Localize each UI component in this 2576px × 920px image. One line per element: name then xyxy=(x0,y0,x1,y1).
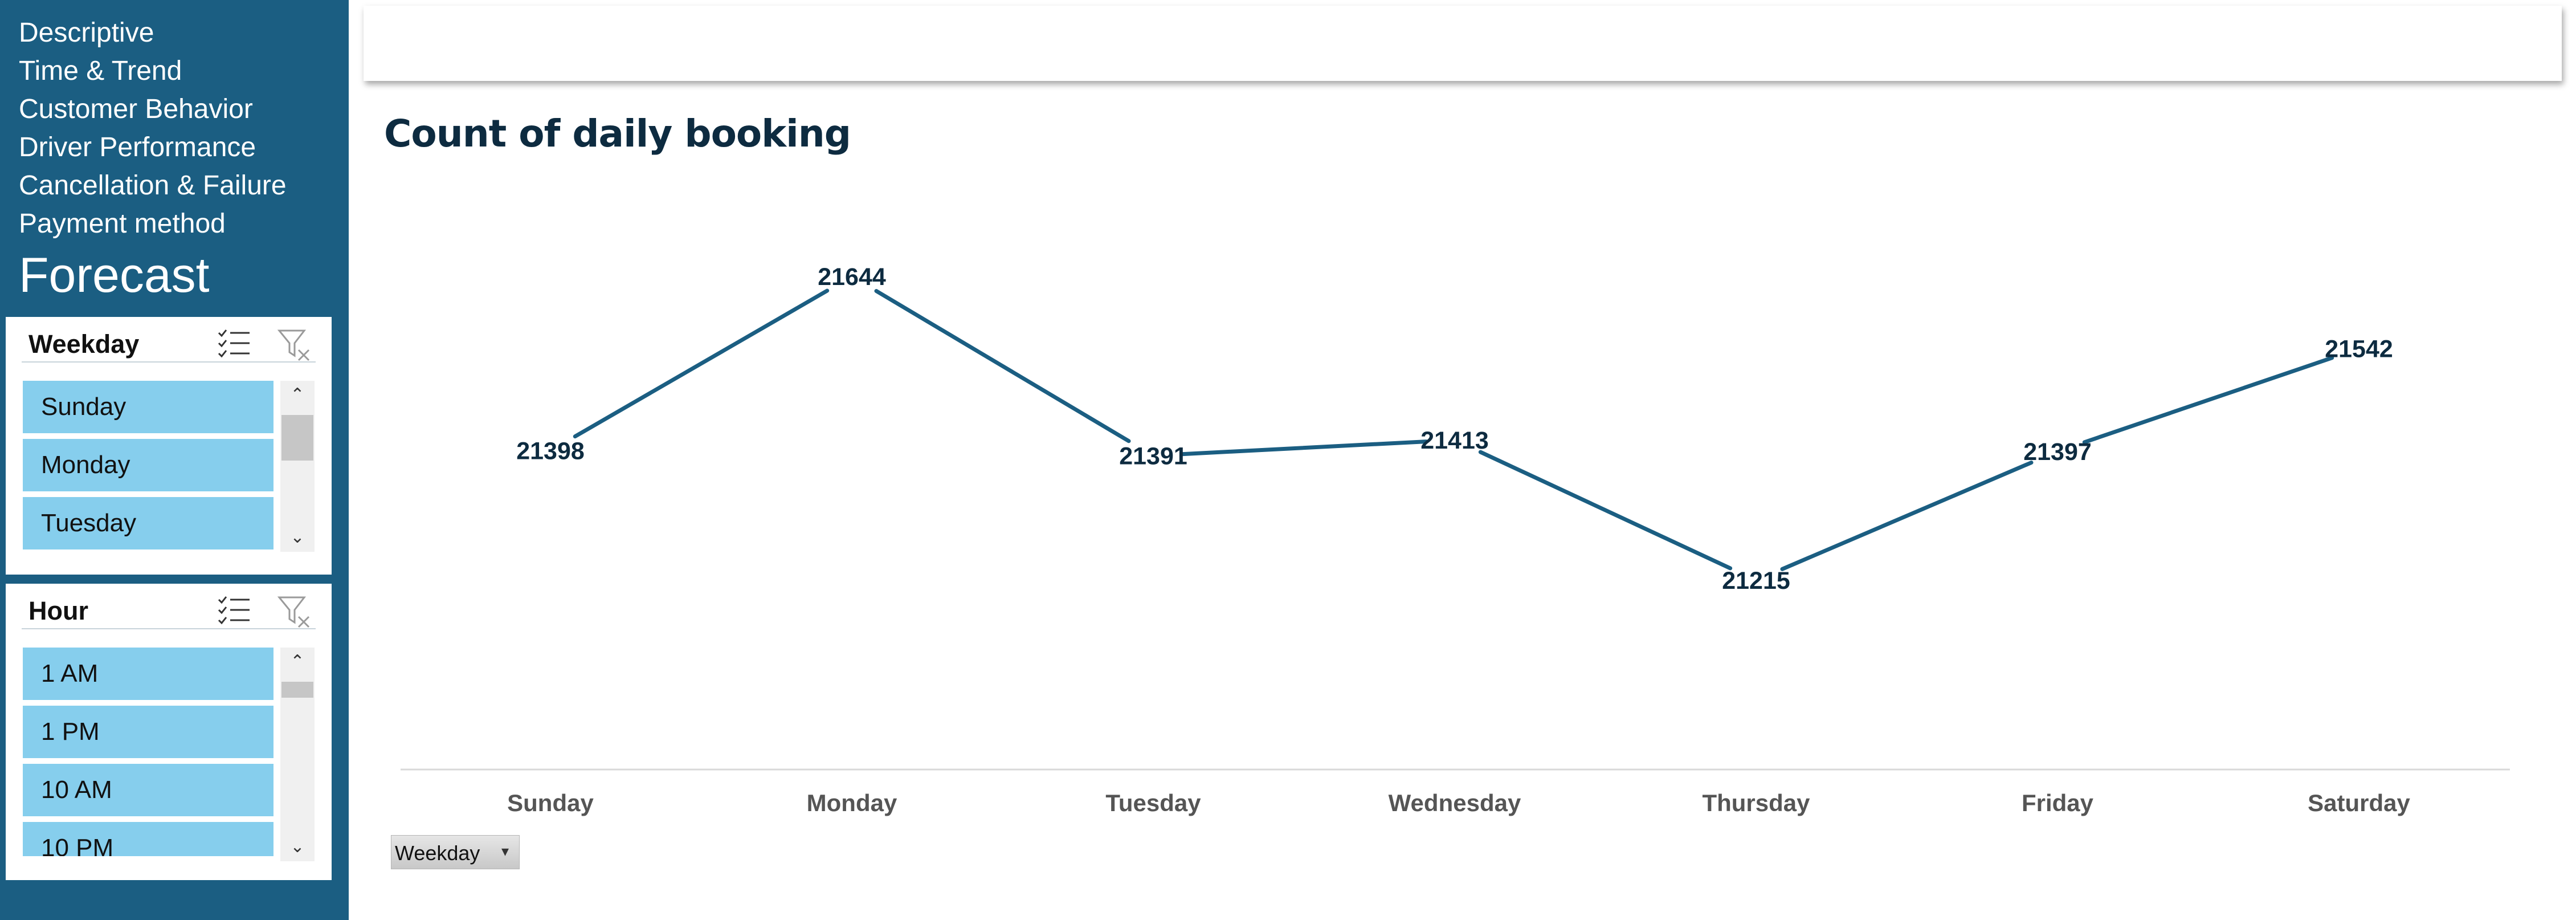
nav-forecast[interactable]: Forecast xyxy=(19,248,210,303)
series-line-segment xyxy=(1179,439,1428,457)
nav-payment-method[interactable]: Payment method xyxy=(19,209,226,239)
scroll-up-icon[interactable]: ⌃ xyxy=(290,652,305,671)
x-tick-label: Wednesday xyxy=(1389,789,1521,816)
sidebar: Descriptive Time & Trend Customer Behavi… xyxy=(0,0,349,920)
series-line-segment xyxy=(874,289,1131,443)
top-banner xyxy=(364,6,2562,81)
data-label: 21644 xyxy=(818,263,886,291)
x-tick-label: Thursday xyxy=(1702,789,1810,816)
nav-customer-behavior[interactable]: Customer Behavior xyxy=(19,94,253,124)
x-tick-label: Saturday xyxy=(2308,789,2410,816)
slicer-header: Weekday xyxy=(22,327,316,363)
slicer-item-10pm[interactable]: 10 PM xyxy=(23,822,273,856)
chart-title: Count of daily booking xyxy=(384,112,851,156)
multi-select-icon[interactable] xyxy=(217,594,252,626)
slicer-item-monday[interactable]: Monday xyxy=(23,439,273,491)
nav-descriptive[interactable]: Descriptive xyxy=(19,18,154,48)
scrollbar[interactable]: ⌃ ⌄ xyxy=(280,648,315,861)
slicer-items: Sunday Monday Tuesday xyxy=(23,381,273,555)
x-tick-label: Tuesday xyxy=(1105,789,1201,816)
data-label: 21413 xyxy=(1420,427,1489,454)
weekday-field-button[interactable]: Weekday ▾ xyxy=(391,835,520,869)
slicer-item-1am[interactable]: 1 AM xyxy=(23,648,273,700)
scroll-down-icon[interactable]: ⌄ xyxy=(290,528,305,547)
slicer-item-tuesday[interactable]: Tuesday xyxy=(23,497,273,549)
slicer-title: Hour xyxy=(28,596,88,625)
data-label: 21542 xyxy=(2325,336,2393,363)
data-label: 21398 xyxy=(516,438,585,465)
scrollbar[interactable]: ⌃ ⌄ xyxy=(280,381,315,552)
x-tick-label: Monday xyxy=(807,789,897,816)
scroll-up-icon[interactable]: ⌃ xyxy=(290,385,305,404)
nav-cancellation-failure[interactable]: Cancellation & Failure xyxy=(19,170,287,201)
data-label: 21397 xyxy=(2023,438,2092,466)
multi-select-icon[interactable] xyxy=(217,327,252,359)
slicer-item-sunday[interactable]: Sunday xyxy=(23,381,273,433)
slicer-items: 1 AM 1 PM 10 AM 10 PM xyxy=(23,648,273,856)
x-tick-label: Sunday xyxy=(507,789,594,816)
clear-filter-icon[interactable] xyxy=(277,594,312,628)
data-label: 21215 xyxy=(1722,567,1790,595)
hour-slicer: Hour 1 AM 1 PM xyxy=(6,584,332,880)
weekday-slicer: Weekday Sunday xyxy=(6,317,332,575)
nav-driver-performance[interactable]: Driver Performance xyxy=(19,132,256,162)
scroll-down-icon[interactable]: ⌄ xyxy=(290,837,305,856)
weekday-field-label: Weekday xyxy=(395,841,480,865)
slicer-title: Weekday xyxy=(28,329,140,359)
dropdown-arrow-icon: ▾ xyxy=(501,842,509,860)
slicer-item-10am[interactable]: 10 AM xyxy=(23,764,273,816)
clear-filter-icon[interactable] xyxy=(277,327,312,361)
slicer-header: Hour xyxy=(22,594,316,629)
scroll-thumb[interactable] xyxy=(281,682,313,698)
data-label: 21391 xyxy=(1119,442,1187,470)
nav-list: Descriptive Time & Trend Customer Behavi… xyxy=(19,14,287,243)
series-line-segment xyxy=(2082,356,2334,445)
series-line-segment xyxy=(1478,450,1733,571)
scroll-thumb[interactable] xyxy=(281,415,313,461)
slicer-item-1pm[interactable]: 1 PM xyxy=(23,706,273,758)
nav-time-trend[interactable]: Time & Trend xyxy=(19,56,182,86)
series-line-segment xyxy=(1780,461,2034,571)
series-line-segment xyxy=(573,288,830,439)
x-tick-label: Friday xyxy=(2022,789,2094,816)
